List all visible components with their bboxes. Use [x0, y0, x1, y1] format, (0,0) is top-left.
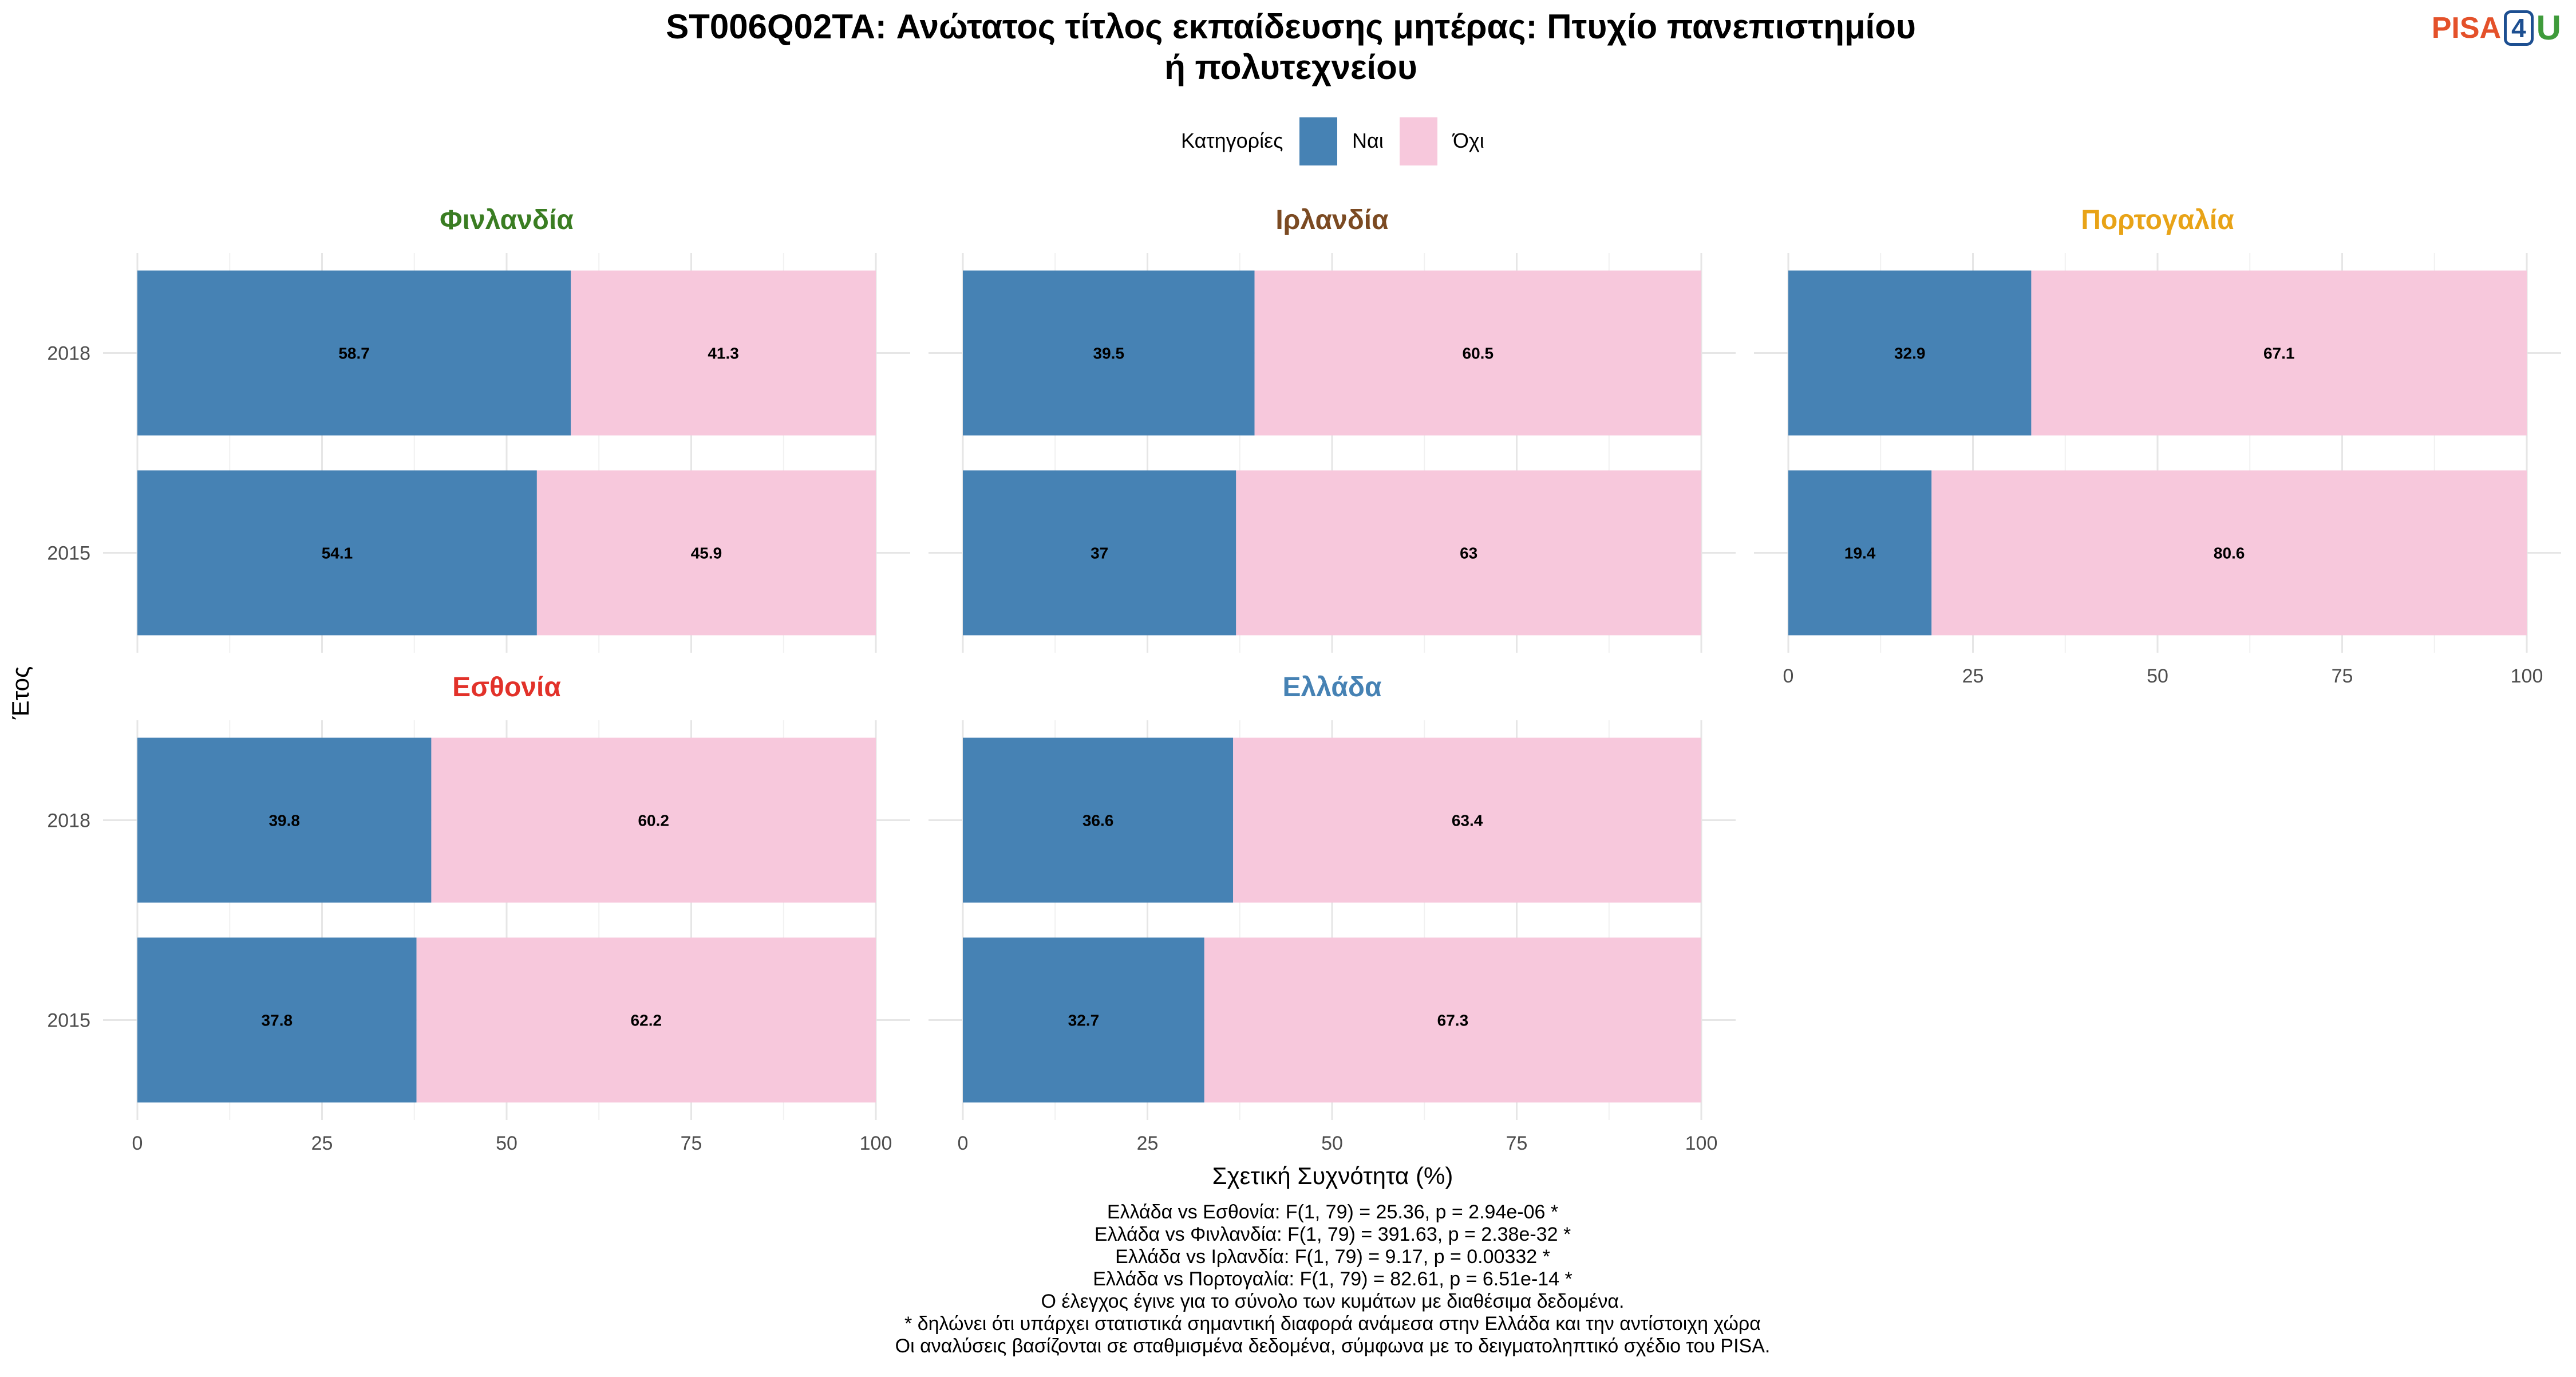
bar-segment-oxi: [416, 937, 876, 1103]
bar-segment-nai: [137, 270, 571, 436]
data-label: 80.6: [2214, 545, 2245, 562]
x-tick-label: 50: [2147, 665, 2168, 687]
data-label: 41.3: [708, 345, 739, 362]
caption-line: Οι αναλύσεις βασίζονται σε σταθμισμένα δ…: [895, 1335, 1771, 1357]
x-tick-label: 50: [496, 1133, 517, 1154]
x-tick-label: 0: [132, 1133, 143, 1154]
panel-title: Εσθονία: [452, 672, 561, 703]
legend: Κατηγορίες Ναι Όχι: [1181, 117, 1484, 165]
panel-title: Ελλάδα: [1283, 672, 1382, 703]
caption-line: Ελλάδα vs Εσθονία: F(1, 79) = 25.36, p =…: [1107, 1201, 1558, 1223]
data-label: 39.5: [1093, 345, 1125, 362]
bar-segment-oxi: [1236, 470, 1701, 636]
x-tick-label: 25: [1962, 665, 1984, 687]
panel-title: Ιρλανδία: [1275, 205, 1389, 235]
bar-segment-nai: [137, 937, 417, 1103]
panel: Πορτογαλία 32.9 67.1 19.4 80.6 0 25 50 75 100: [1754, 205, 2561, 687]
y-tick-label: 2018: [47, 810, 90, 832]
data-label: 67.3: [1437, 1012, 1469, 1029]
data-label: 58.7: [338, 345, 370, 362]
x-tick-label: 100: [1685, 1133, 1718, 1154]
bar-segment-oxi: [1254, 270, 1701, 436]
x-tick-label: 25: [1137, 1133, 1159, 1154]
data-label: 32.7: [1068, 1012, 1100, 1029]
x-tick-label: 50: [1321, 1133, 1343, 1154]
data-label: 54.1: [322, 545, 353, 562]
data-label: 67.1: [2263, 345, 2295, 362]
x-tick-label: 100: [2511, 665, 2543, 687]
bar-segment-nai: [963, 270, 1255, 436]
logo-pisa: PISA: [2431, 11, 2502, 45]
bar-segment-nai: [963, 937, 1204, 1103]
bar-segment-nai: [137, 470, 537, 636]
bar-segment-oxi: [536, 470, 876, 636]
legend-title: Κατηγορίες: [1181, 129, 1283, 152]
x-tick-label: 0: [1783, 665, 1794, 687]
data-label: 60.2: [638, 812, 669, 830]
chart-title-line2: ή πολυτεχνείου: [1164, 48, 1417, 86]
x-tick-label: 75: [2332, 665, 2353, 687]
panels: Φινλανδία 58.7 41.3 2018 54.1 45.9 2015 Ιρλανδί…: [47, 205, 2561, 1154]
panel: Ιρλανδία 39.5 60.5 37 63: [929, 205, 1736, 653]
bar-segment-oxi: [571, 270, 876, 436]
data-label: 60.5: [1463, 345, 1494, 362]
data-label: 63.4: [1452, 812, 1483, 830]
caption-line: Ελλάδα vs Πορτογαλία: F(1, 79) = 82.61, …: [1093, 1268, 1573, 1290]
legend-label-nai: Ναι: [1352, 129, 1384, 152]
y-tick-label: 2015: [47, 1010, 90, 1032]
data-label: 63: [1460, 545, 1477, 562]
data-label: 39.8: [268, 812, 300, 830]
caption-line: Ο έλεγχος έγινε για το σύνολο των κυμάτω…: [1041, 1291, 1625, 1312]
y-tick-label: 2018: [47, 343, 90, 365]
chart-header: ST006Q02TA: Ανώτατος τίτλος εκπαίδευσης …: [666, 7, 1916, 86]
bar-segment-nai: [1788, 470, 1932, 636]
bar-segment-nai: [963, 737, 1234, 903]
data-label: 62.2: [631, 1012, 662, 1029]
x-tick-label: 75: [681, 1133, 702, 1154]
logo-u: U: [2536, 9, 2561, 47]
data-label: 32.9: [1894, 345, 1926, 362]
data-label: 37.8: [262, 1012, 293, 1029]
x-axis-label: Σχετική Συχνότητα (%): [1212, 1162, 1453, 1189]
x-tick-label: 100: [860, 1133, 892, 1154]
bar-segment-oxi: [431, 737, 876, 903]
bar-segment-oxi: [2031, 270, 2527, 436]
data-label: 37: [1091, 545, 1108, 562]
logo-four: 4: [2504, 10, 2534, 46]
bar-segment-nai: [137, 737, 432, 903]
data-label: 45.9: [691, 545, 722, 562]
x-tick-label: 25: [311, 1133, 333, 1154]
caption: Ελλάδα vs Εσθονία: F(1, 79) = 25.36, p =…: [895, 1201, 1771, 1357]
data-label: 36.6: [1082, 812, 1114, 830]
caption-line: * δηλώνει ότι υπάρχει στατιστικά σημαντι…: [904, 1313, 1761, 1335]
legend-label-oxi: Όχι: [1452, 129, 1484, 152]
bar-segment-oxi: [1931, 470, 2527, 636]
chart-title-line1: ST006Q02TA: Ανώτατος τίτλος εκπαίδευσης …: [666, 7, 1916, 46]
y-tick-label: 2015: [47, 543, 90, 565]
x-tick-label: 75: [1506, 1133, 1528, 1154]
panel: Ελλάδα 36.6 63.4 32.7 67.3 0 25 50 75 100: [929, 672, 1736, 1154]
x-tick-label: 0: [958, 1133, 969, 1154]
panel: Φινλανδία 58.7 41.3 2018 54.1 45.9 2015: [47, 205, 910, 653]
bar-segment-oxi: [1204, 937, 1701, 1103]
data-label: 19.4: [1844, 545, 1876, 562]
legend-swatch-nai: [1299, 117, 1337, 165]
pisa4u-logo: PISA 4 U: [2432, 8, 2561, 48]
panel: Εσθονία 39.8 60.2 2018 37.8 62.2 2015 0 25 50 75 10…: [47, 672, 910, 1154]
bar-segment-nai: [963, 470, 1236, 636]
caption-line: Ελλάδα vs Ιρλανδία: F(1, 79) = 9.17, p =…: [1115, 1246, 1550, 1268]
caption-line: Ελλάδα vs Φινλανδία: F(1, 79) = 391.63, …: [1095, 1224, 1571, 1245]
y-axis-label: Έτος: [7, 666, 34, 720]
panel-title: Φινλανδία: [440, 205, 574, 235]
legend-swatch-oxi: [1400, 117, 1437, 165]
panel-title: Πορτογαλία: [2081, 205, 2234, 235]
bar-segment-oxi: [1233, 737, 1701, 903]
bar-segment-nai: [1788, 270, 2032, 436]
